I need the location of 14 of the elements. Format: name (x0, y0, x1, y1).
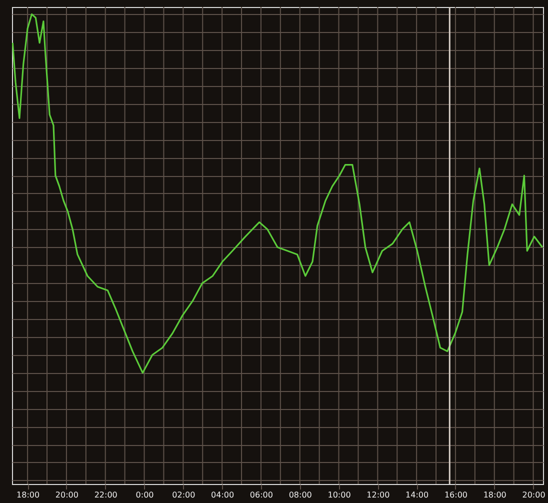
x-tick-label: 22:00 (94, 490, 118, 500)
x-tick-label: 08:00 (288, 490, 312, 500)
x-tick-label: 0:00 (136, 490, 154, 500)
x-tick-label: 02:00 (172, 490, 196, 500)
x-tick-label: 18:00 (16, 490, 40, 500)
x-tick-label: 20:00 (55, 490, 78, 500)
x-tick-label: 10:00 (328, 490, 351, 500)
x-tick-label: 18:00 (483, 490, 506, 500)
x-tick-label: 20:00 (522, 490, 546, 500)
x-tick-label: 12:00 (366, 490, 390, 500)
x-tick-label: 06:00 (250, 490, 273, 500)
x-tick-label: 04:00 (211, 490, 234, 500)
x-tick-label: 14:00 (406, 490, 429, 500)
x-tick-label: 16:00 (444, 490, 468, 500)
